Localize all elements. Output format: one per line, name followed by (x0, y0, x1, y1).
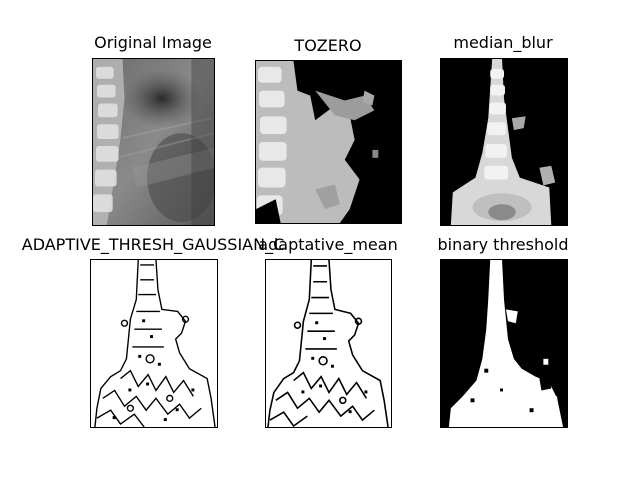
panel-title-adaptive-gaussian: ADAPTIVE_THRESH_GAUSSIAN_C (21, 235, 285, 254)
panel-title-binary-threshold: binary threshold (437, 235, 569, 254)
image-adaptive-gaussian (90, 259, 218, 428)
panel-title-median-blur: median_blur (453, 33, 553, 52)
panel-title-original: Original Image (94, 33, 212, 52)
image-tozero (255, 60, 402, 224)
panel-title-adaptive-mean: adaptative_mean (258, 235, 398, 254)
image-median-blur (440, 58, 568, 226)
image-original (92, 58, 215, 226)
image-binary-threshold (440, 259, 568, 428)
panel-title-tozero: TOZERO (294, 36, 362, 55)
image-adaptive-mean (265, 259, 392, 428)
